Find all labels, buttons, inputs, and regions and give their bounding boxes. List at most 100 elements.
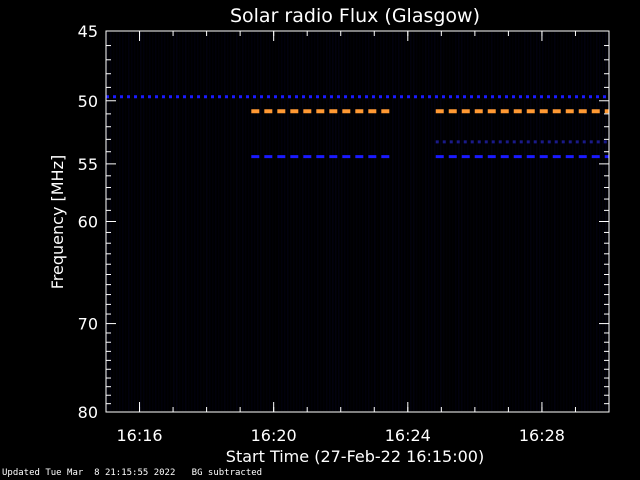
plot-area xyxy=(106,31,609,412)
noise-stripe xyxy=(383,32,385,411)
noise-stripe xyxy=(443,32,445,411)
noise-stripe xyxy=(452,32,454,411)
noise-stripe xyxy=(125,32,127,411)
noise-stripe xyxy=(245,32,247,411)
noise-stripe xyxy=(479,32,481,411)
noise-stripe xyxy=(431,32,433,411)
noise-stripe xyxy=(158,32,160,411)
noise-stripe xyxy=(128,32,130,411)
noise-stripe xyxy=(194,32,196,411)
noise-stripe xyxy=(278,32,280,411)
noise-stripe xyxy=(503,32,505,411)
noise-stripe xyxy=(425,32,427,411)
noise-stripe xyxy=(389,32,391,411)
noise-stripe xyxy=(323,32,325,411)
noise-stripe xyxy=(338,32,340,411)
background-noise-layer xyxy=(107,32,610,411)
noise-stripe xyxy=(401,32,403,411)
noise-stripe xyxy=(464,32,466,411)
y-axis-label: Frequency [MHz] xyxy=(48,155,67,289)
noise-stripe xyxy=(410,32,412,411)
x-tick-label: 16:28 xyxy=(519,426,565,445)
noise-stripe xyxy=(413,32,415,411)
noise-stripe xyxy=(362,32,364,411)
noise-stripe xyxy=(545,32,547,411)
noise-stripe xyxy=(236,32,238,411)
noise-stripe xyxy=(332,32,334,411)
noise-stripe xyxy=(281,32,283,411)
noise-stripe xyxy=(461,32,463,411)
emission-bands-layer xyxy=(106,95,609,159)
noise-stripe xyxy=(494,32,496,411)
noise-stripe xyxy=(251,32,253,411)
noise-stripe xyxy=(242,32,244,411)
noise-stripe xyxy=(491,32,493,411)
x-axis-label: Start Time (27-Feb-22 16:15:00) xyxy=(226,447,484,466)
noise-stripe xyxy=(272,32,274,411)
noise-stripe xyxy=(347,32,349,411)
noise-stripe xyxy=(335,32,337,411)
noise-stripe xyxy=(176,32,178,411)
noise-stripe xyxy=(218,32,220,411)
noise-stripe xyxy=(353,32,355,411)
noise-stripe xyxy=(200,32,202,411)
noise-stripe xyxy=(566,32,568,411)
noise-stripe xyxy=(305,32,307,411)
noise-stripe xyxy=(266,32,268,411)
noise-stripe xyxy=(416,32,418,411)
noise-stripe xyxy=(506,32,508,411)
noise-stripe xyxy=(518,32,520,411)
noise-stripe xyxy=(248,32,250,411)
noise-stripe xyxy=(572,32,574,411)
noise-stripe xyxy=(407,32,409,411)
noise-stripe xyxy=(326,32,328,411)
noise-stripe xyxy=(581,32,583,411)
noise-stripe xyxy=(521,32,523,411)
noise-stripe xyxy=(527,32,529,411)
noise-stripe xyxy=(593,32,595,411)
noise-stripe xyxy=(395,32,397,411)
noise-stripe xyxy=(179,32,181,411)
noise-stripe xyxy=(230,32,232,411)
noise-stripe xyxy=(365,32,367,411)
noise-stripe xyxy=(269,32,271,411)
y-tick-label: 70 xyxy=(78,315,98,334)
noise-stripe xyxy=(185,32,187,411)
noise-stripe xyxy=(215,32,217,411)
noise-stripe xyxy=(449,32,451,411)
noise-stripe xyxy=(575,32,577,411)
noise-stripe xyxy=(542,32,544,411)
noise-stripe xyxy=(482,32,484,411)
noise-stripe xyxy=(596,32,598,411)
noise-stripe xyxy=(578,32,580,411)
noise-stripe xyxy=(446,32,448,411)
noise-stripe xyxy=(422,32,424,411)
noise-stripe xyxy=(512,32,514,411)
noise-stripe xyxy=(398,32,400,411)
noise-stripe xyxy=(587,32,589,411)
noise-stripe xyxy=(257,32,259,411)
noise-stripe xyxy=(458,32,460,411)
noise-stripe xyxy=(392,32,394,411)
noise-stripe xyxy=(197,32,199,411)
noise-stripe xyxy=(548,32,550,411)
noise-stripe xyxy=(563,32,565,411)
y-tick-label: 45 xyxy=(78,22,98,41)
noise-stripe xyxy=(167,32,169,411)
noise-stripe xyxy=(440,32,442,411)
noise-stripe xyxy=(380,32,382,411)
noise-stripe xyxy=(152,32,154,411)
noise-stripe xyxy=(149,32,151,411)
noise-stripe xyxy=(455,32,457,411)
y-tick-label: 55 xyxy=(78,155,98,174)
noise-stripe xyxy=(476,32,478,411)
noise-stripe xyxy=(116,32,118,411)
noise-stripe xyxy=(470,32,472,411)
noise-stripe xyxy=(359,32,361,411)
noise-stripe xyxy=(386,32,388,411)
noise-stripe xyxy=(131,32,133,411)
noise-stripe xyxy=(371,32,373,411)
noise-stripe xyxy=(284,32,286,411)
noise-stripe xyxy=(320,32,322,411)
